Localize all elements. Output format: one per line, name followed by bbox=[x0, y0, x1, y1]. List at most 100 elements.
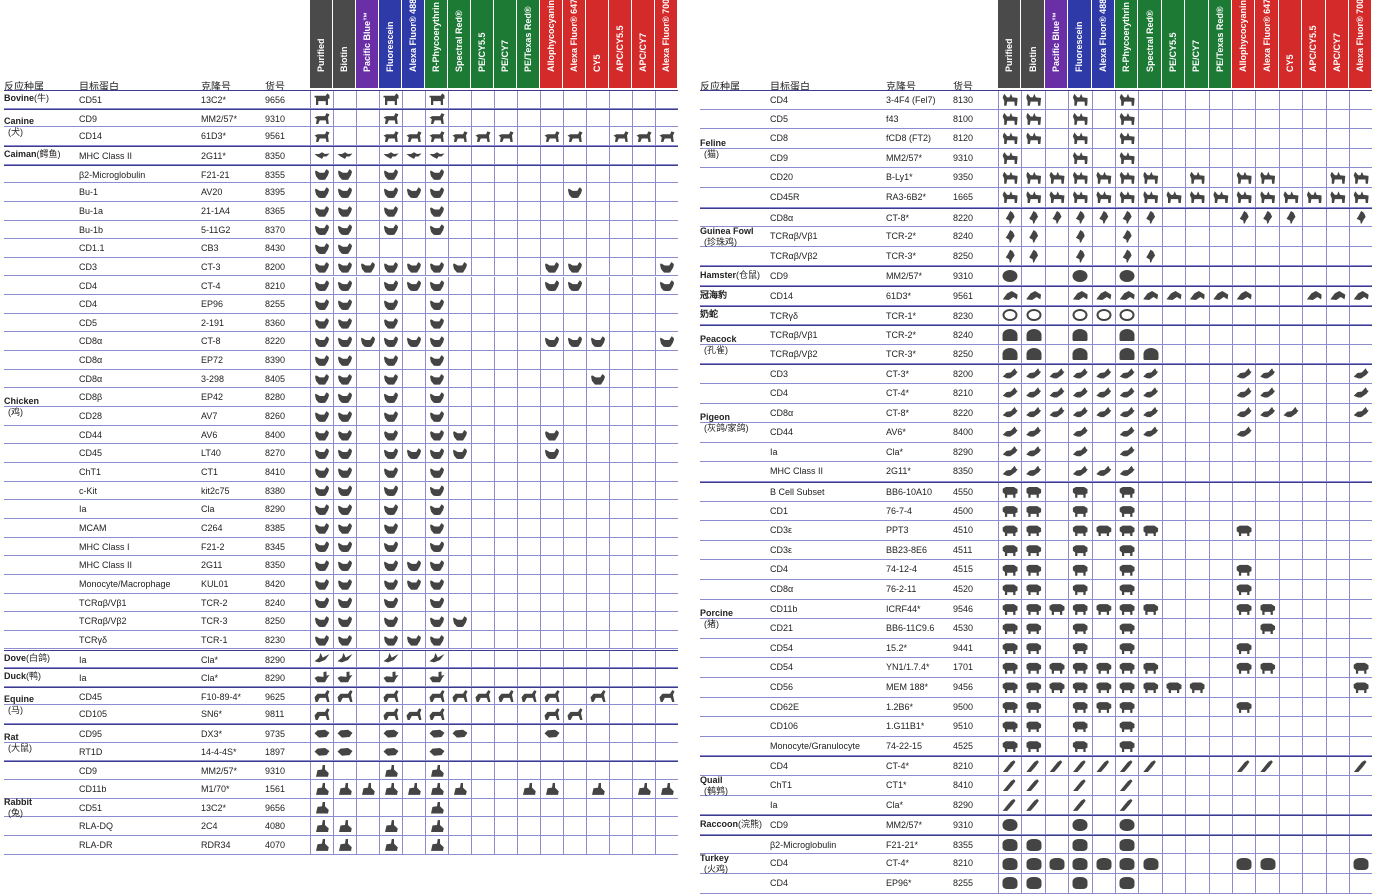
availability-cell bbox=[1068, 540, 1091, 560]
availability-cell bbox=[379, 537, 402, 556]
f-icon bbox=[1096, 171, 1112, 184]
availability-cell bbox=[1068, 129, 1091, 148]
availability-grid bbox=[310, 669, 678, 686]
species-name-cn: (鸡) bbox=[8, 407, 23, 418]
column-header-label: APC/CY7 bbox=[638, 32, 648, 72]
clone-number: Cla* bbox=[886, 799, 904, 810]
sl-icon bbox=[1119, 290, 1135, 300]
availability-cell bbox=[517, 146, 540, 164]
availability-cell bbox=[1185, 168, 1208, 187]
availability-cell bbox=[310, 593, 333, 612]
availability-cell bbox=[1138, 736, 1161, 756]
availability-cell bbox=[310, 332, 333, 351]
rb-icon bbox=[316, 782, 329, 795]
sn-icon bbox=[1072, 309, 1088, 322]
f-icon bbox=[1072, 112, 1088, 125]
po-icon bbox=[1143, 682, 1159, 694]
availability-grid bbox=[998, 736, 1372, 756]
availability-cell bbox=[1325, 188, 1349, 207]
target-protein: Bu-1b bbox=[79, 224, 104, 235]
availability-cell bbox=[471, 705, 494, 724]
availability-cell bbox=[1325, 384, 1349, 403]
availability-cell bbox=[1349, 776, 1372, 795]
pc-icon bbox=[1026, 348, 1042, 361]
table-row: CD51 13C2* 9656 bbox=[4, 798, 678, 818]
availability-cell bbox=[609, 183, 632, 201]
f-icon bbox=[1119, 152, 1135, 165]
po-icon bbox=[1236, 525, 1252, 537]
availability-cell bbox=[1255, 717, 1278, 736]
target-protein: CD8α bbox=[770, 212, 794, 223]
ch-icon bbox=[383, 615, 399, 627]
availability-cell bbox=[655, 650, 678, 668]
column-header: R-Phycoerythrin bbox=[1115, 0, 1139, 88]
availability-cell bbox=[563, 725, 586, 742]
target-protein: CD11b bbox=[770, 603, 798, 614]
availability-cell bbox=[1185, 326, 1208, 344]
availability-cell bbox=[517, 556, 540, 574]
pg-icon bbox=[1236, 387, 1252, 398]
availability-cell bbox=[1091, 462, 1115, 481]
pg-icon bbox=[1260, 406, 1276, 418]
availability-cell bbox=[379, 836, 402, 854]
po-icon bbox=[1236, 662, 1252, 674]
availability-cell bbox=[448, 127, 471, 145]
target-protein: TCRαβ/Vβ1 bbox=[770, 330, 818, 341]
availability-cell bbox=[632, 537, 655, 556]
availability-cell bbox=[1232, 442, 1255, 462]
species-name-cn: (浣熊) bbox=[738, 819, 763, 829]
availability-cell bbox=[517, 201, 540, 220]
c-icon bbox=[383, 131, 399, 143]
table-row: Ia Cla* 8290 bbox=[4, 668, 678, 687]
ch-icon bbox=[337, 559, 353, 572]
availability-cell bbox=[563, 537, 586, 556]
clone-number: MM2/57* bbox=[886, 152, 923, 163]
availability-cell bbox=[1325, 306, 1349, 325]
availability-cell bbox=[1232, 246, 1255, 266]
target-protein: CD4 bbox=[770, 564, 789, 575]
availability-cell bbox=[379, 444, 402, 462]
availability-cell bbox=[1278, 462, 1302, 481]
availability-cell bbox=[1161, 442, 1185, 462]
availability-cell bbox=[1161, 365, 1185, 383]
clone-number: TCR-3* bbox=[886, 348, 917, 359]
availability-cell bbox=[517, 295, 540, 313]
table-row: CD8 fCD8 (FT2) 8120 bbox=[700, 129, 1373, 149]
availability-cell bbox=[1044, 540, 1068, 560]
r-icon bbox=[544, 729, 560, 738]
availability-grid bbox=[310, 295, 678, 313]
target-protein: CD9 bbox=[770, 271, 789, 282]
availability-cell bbox=[1255, 816, 1278, 834]
availability-cell bbox=[1255, 344, 1278, 364]
r-icon bbox=[337, 747, 353, 756]
availability-cell bbox=[1325, 717, 1349, 736]
availability-cell bbox=[356, 762, 379, 780]
availability-cell bbox=[448, 705, 471, 724]
availability-cell bbox=[471, 556, 494, 574]
availability-cell bbox=[471, 650, 494, 668]
availability-cell bbox=[517, 183, 540, 201]
availability-cell bbox=[356, 612, 379, 630]
availability-cell bbox=[471, 537, 494, 556]
availability-cell bbox=[333, 369, 356, 388]
ch-icon bbox=[383, 353, 399, 366]
table-row: TCRαβ/Vβ1 TCR-2* 8240 bbox=[700, 227, 1373, 247]
availability-cell bbox=[1349, 287, 1372, 305]
ch-icon bbox=[314, 223, 330, 236]
availability-cell bbox=[1278, 619, 1302, 638]
species-label: Rabbit (兔) bbox=[4, 797, 32, 819]
catalog-number: 9456 bbox=[953, 682, 974, 692]
availability-cell bbox=[586, 537, 609, 556]
target-protein: RLA-DQ bbox=[79, 821, 114, 832]
availability-cell bbox=[402, 798, 425, 817]
availability-cell bbox=[425, 407, 448, 425]
availability-grid bbox=[998, 227, 1372, 246]
availability-cell bbox=[1044, 736, 1068, 756]
availability-cell bbox=[1021, 403, 1044, 423]
ch-icon bbox=[337, 223, 353, 236]
availability-cell bbox=[1349, 854, 1372, 873]
column-header-label: Spectral Red® bbox=[454, 10, 464, 72]
availability-cell bbox=[998, 736, 1021, 756]
availability-cell bbox=[1208, 540, 1232, 560]
availability-grid bbox=[998, 365, 1372, 383]
